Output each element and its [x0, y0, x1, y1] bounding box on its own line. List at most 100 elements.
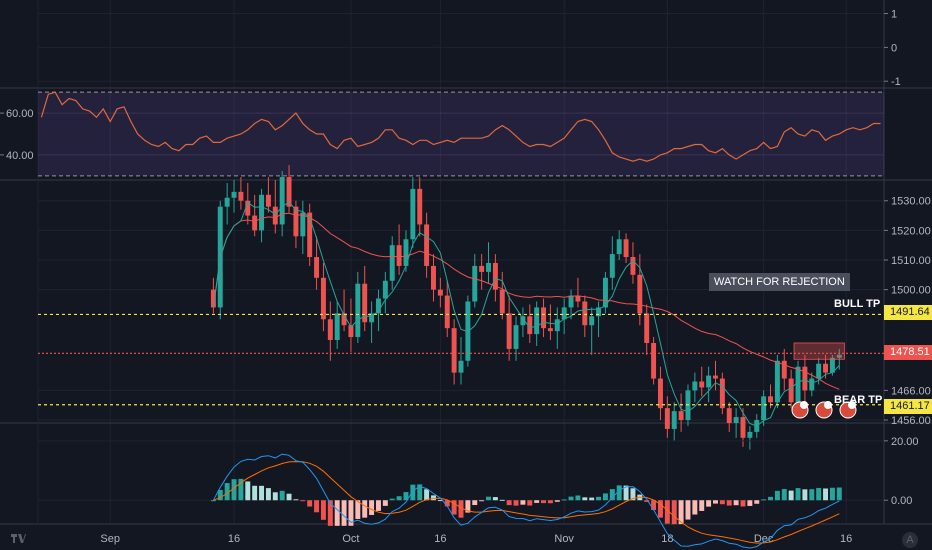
macd-histogram-bar — [547, 500, 553, 504]
candle-body — [286, 177, 292, 207]
candle-body — [444, 295, 450, 329]
rsi-y-tick-label: 40.00 — [6, 150, 34, 162]
tradingview-logo-icon[interactable] — [10, 532, 26, 547]
candle-body — [589, 316, 595, 326]
candle-body — [706, 375, 712, 388]
macd-histogram-bar — [685, 500, 691, 520]
candle-body — [320, 277, 326, 320]
candle-body — [403, 239, 409, 266]
candle-body — [224, 197, 230, 207]
macd-histogram-bar — [265, 488, 271, 501]
macd-histogram-bar — [444, 500, 450, 507]
candle-body — [719, 378, 725, 409]
candle-body — [657, 378, 663, 409]
top-y-tick-label: -1 — [891, 76, 901, 88]
price-y-tick-label: 1510.00 — [891, 255, 931, 267]
candle-body — [726, 408, 732, 423]
macd-histogram-bar — [678, 500, 684, 525]
macd-histogram-bar — [217, 489, 223, 501]
candle-body — [541, 307, 547, 329]
macd-histogram-bar — [575, 495, 581, 501]
candle-body — [369, 313, 375, 323]
macd-histogram-bar — [389, 498, 395, 501]
macd-histogram-bar — [369, 500, 375, 515]
macd-histogram-bar — [589, 497, 595, 501]
candle-body — [348, 325, 354, 338]
macd-histogram-bar — [596, 496, 602, 501]
macd-histogram-bar — [713, 500, 718, 504]
candle-body — [334, 313, 340, 341]
macd-histogram-bar — [410, 484, 416, 501]
candle-body — [644, 313, 650, 343]
x-tick-label: Oct — [342, 533, 359, 545]
candle-body — [314, 257, 320, 278]
candle-body — [424, 224, 430, 266]
macd-histogram-bar — [486, 496, 491, 501]
candle-body — [829, 357, 835, 373]
macd-histogram-bar — [451, 500, 457, 515]
macd-histogram-bar — [602, 493, 608, 501]
candle-body — [245, 200, 251, 216]
candle-body — [602, 277, 608, 308]
macd-histogram-bar — [396, 496, 402, 501]
candle-body — [596, 307, 602, 317]
macd-histogram-bar — [210, 500, 216, 502]
candle-body — [747, 431, 753, 438]
macd-histogram-bar — [802, 489, 808, 501]
candle-body — [279, 177, 285, 225]
x-tick-label: 16 — [434, 533, 446, 545]
macd-histogram-bar — [458, 500, 464, 518]
macd-histogram-bar — [224, 483, 230, 501]
macd-histogram-bar — [506, 500, 512, 506]
macd-histogram-bar — [259, 485, 265, 501]
macd-histogram-bar — [341, 500, 347, 526]
macd-histogram-bar — [279, 490, 285, 501]
candle-body — [355, 283, 361, 338]
macd-histogram-bar — [747, 500, 753, 506]
candle-body — [437, 289, 443, 296]
macd-histogram-bar — [816, 487, 822, 501]
bear-tp-label: BEAR TP — [834, 394, 883, 406]
candle-body — [451, 328, 457, 373]
macd-histogram-bar — [307, 500, 313, 507]
candle-body — [651, 342, 657, 379]
macd-histogram-bar — [795, 488, 801, 501]
ma-fast-line — [212, 201, 840, 427]
macd-histogram-bar — [348, 500, 354, 526]
macd-histogram-bar — [706, 500, 712, 507]
watch-for-rejection-label[interactable]: WATCH FOR REJECTION — [709, 273, 850, 291]
candle-body — [417, 188, 423, 225]
candle-body — [740, 417, 746, 438]
macd-histogram-bar — [768, 496, 773, 501]
macd-histogram-bar — [754, 500, 760, 504]
macd-histogram-bar — [437, 500, 443, 502]
candle-body — [527, 316, 533, 335]
macd-histogram-bar — [231, 479, 237, 501]
x-tick-label: 16 — [840, 533, 852, 545]
macd-histogram-bar — [616, 485, 622, 501]
macd-histogram-bar — [375, 500, 381, 511]
macd-histogram-bar — [823, 488, 829, 501]
macd-histogram-bar — [699, 500, 705, 511]
macd-histogram-bar — [651, 500, 657, 511]
candle-body — [671, 411, 677, 429]
macd-histogram-bar — [382, 500, 388, 506]
candle-body — [472, 265, 478, 302]
candle-body — [836, 354, 842, 358]
candle-body — [678, 411, 684, 421]
candle-body — [506, 313, 512, 349]
candle-body — [761, 396, 767, 421]
macd-histogram-bar — [424, 489, 430, 501]
x-tick-label: Sep — [100, 533, 120, 545]
macd-histogram-bar — [300, 500, 306, 502]
macd-histogram-bar — [320, 500, 326, 520]
x-tick-label: 18 — [661, 533, 673, 545]
auto-scale-button[interactable]: A — [902, 532, 918, 548]
candle-body — [252, 215, 258, 231]
candle-body — [458, 360, 464, 373]
macd-histogram-bar — [534, 500, 540, 503]
price-y-tick-label: 1456.00 — [891, 415, 931, 427]
macd-histogram-bar — [692, 500, 698, 515]
